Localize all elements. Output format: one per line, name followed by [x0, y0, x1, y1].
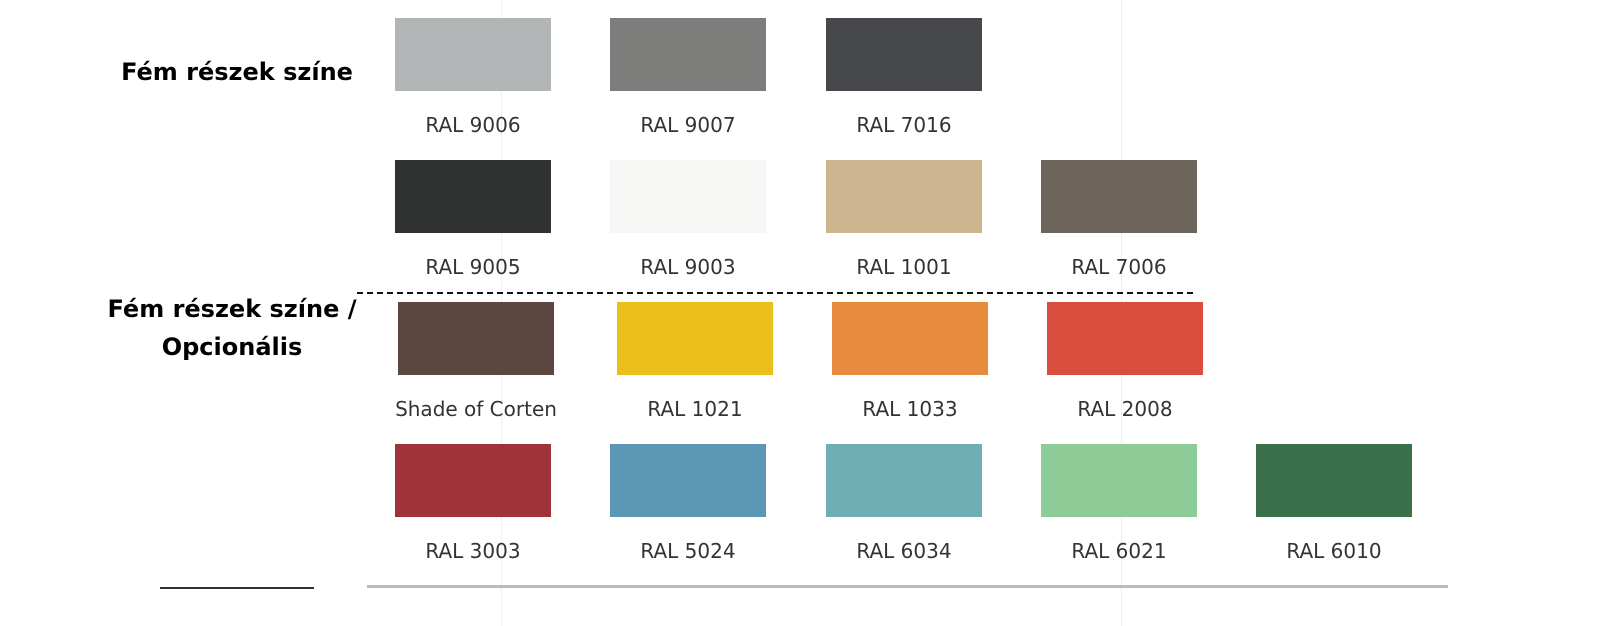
color-swatch: [610, 444, 766, 517]
color-swatch: [617, 302, 773, 375]
color-label: RAL 1001: [856, 255, 952, 279]
color-label: RAL 1033: [862, 397, 958, 421]
color-swatch: [395, 18, 551, 91]
rule: [367, 585, 1448, 588]
color-swatch: [398, 302, 554, 375]
separator: [357, 292, 1193, 294]
color-swatch: [826, 18, 982, 91]
color-swatch: [395, 160, 551, 233]
color-label: RAL 2008: [1077, 397, 1173, 421]
color-swatch: [395, 444, 551, 517]
section-title: Fém részek színe /: [107, 295, 357, 323]
color-label: RAL 6010: [1286, 539, 1382, 563]
color-label: RAL 6021: [1071, 539, 1167, 563]
color-swatch: [1041, 160, 1197, 233]
color-label: Shade of Corten: [395, 397, 557, 421]
color-label: RAL 6034: [856, 539, 952, 563]
rule: [160, 587, 314, 589]
color-swatch: [610, 160, 766, 233]
color-label: RAL 3003: [425, 539, 521, 563]
color-label: RAL 9007: [640, 113, 736, 137]
color-swatch: [1047, 302, 1203, 375]
color-swatch: [826, 160, 982, 233]
color-swatch: [832, 302, 988, 375]
color-label: RAL 9005: [425, 255, 521, 279]
section-title: Fém részek színe: [121, 58, 353, 86]
color-label: RAL 7006: [1071, 255, 1167, 279]
color-swatch: [1256, 444, 1412, 517]
color-swatch: [826, 444, 982, 517]
section-title: Opcionális: [161, 333, 303, 361]
color-label: RAL 9003: [640, 255, 736, 279]
color-label: RAL 7016: [856, 113, 952, 137]
color-swatch: [610, 18, 766, 91]
color-label: RAL 1021: [647, 397, 743, 421]
color-label: RAL 9006: [425, 113, 521, 137]
color-swatch: [1041, 444, 1197, 517]
color-label: RAL 5024: [640, 539, 736, 563]
